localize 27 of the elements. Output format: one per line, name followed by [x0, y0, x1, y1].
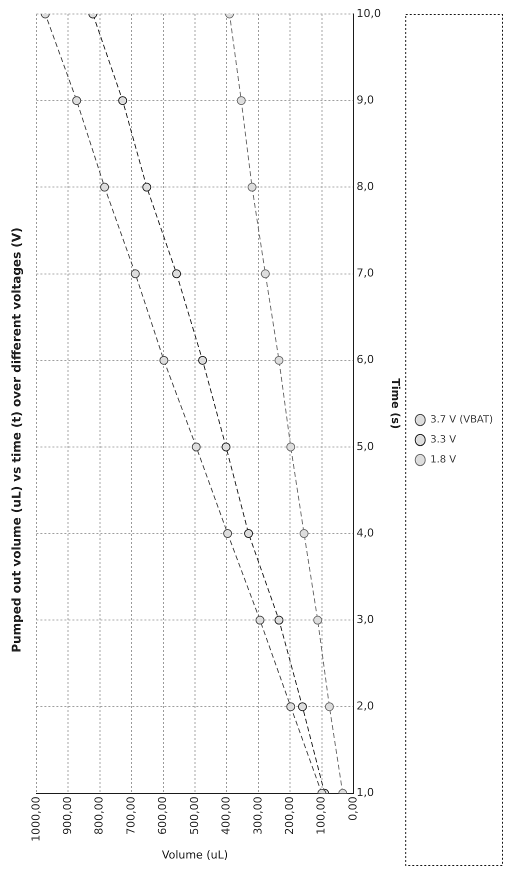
x-tick-label: 400,00	[220, 796, 233, 835]
y-tick-label: 9,0	[356, 93, 374, 106]
x-axis-title: Volume (uL)	[162, 848, 228, 862]
x-tick-label: 0,00	[346, 796, 360, 821]
x-tick-label: 700,00	[124, 796, 138, 835]
y-tick-label: 2,0	[356, 700, 374, 713]
x-tick-label: 200,00	[282, 796, 296, 835]
y-tick-label: 1,0	[356, 786, 374, 800]
y-tick-label: 3,0	[356, 612, 374, 626]
x-tick-label: 300,00	[251, 796, 264, 835]
y-tick-label: 5,0	[356, 440, 374, 453]
x-tick-label: 100,00	[314, 796, 328, 835]
legend-label: 3.3 V	[430, 434, 456, 446]
y-axis-title: Time (s)	[388, 378, 402, 429]
y-tick-label: 6,0	[356, 353, 374, 366]
x-tick-label: 500,00	[188, 796, 201, 835]
legend-label: 3.7 V (VBAT)	[430, 414, 494, 426]
y-tick-label: 8,0	[356, 180, 374, 194]
y-tick-label: 4,0	[356, 526, 374, 540]
text: Pumped out volume (uL) vs time (t) over different voltages (V)	[9, 227, 24, 653]
legend-label: 1.8 V	[430, 454, 456, 466]
x-tick-label: 1000,00	[29, 796, 42, 842]
x-tick-label: 900,00	[60, 796, 74, 835]
x-tick-label: 600,00	[156, 796, 170, 835]
x-tick-label: 800,00	[92, 796, 106, 835]
y-tick-label: 7,0	[356, 266, 374, 280]
y-tick-label: 10,0	[356, 6, 382, 20]
